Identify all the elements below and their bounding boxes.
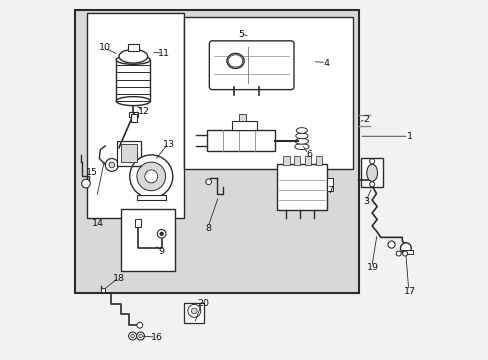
- Circle shape: [128, 332, 136, 340]
- Bar: [121, 209, 175, 271]
- Bar: [137, 195, 165, 200]
- Bar: [402, 250, 412, 253]
- Bar: [276, 164, 326, 211]
- Text: 17: 17: [403, 287, 415, 296]
- Circle shape: [144, 170, 158, 183]
- Text: 2: 2: [363, 114, 368, 123]
- Circle shape: [157, 229, 165, 238]
- Bar: [87, 13, 184, 218]
- Text: 20: 20: [197, 299, 209, 308]
- Text: 4: 4: [324, 59, 329, 68]
- Ellipse shape: [116, 55, 150, 64]
- Ellipse shape: [366, 164, 377, 181]
- Bar: [121, 144, 137, 162]
- FancyBboxPatch shape: [209, 41, 293, 90]
- Text: 9: 9: [158, 247, 164, 256]
- Circle shape: [129, 155, 172, 198]
- Text: 15: 15: [86, 168, 98, 177]
- Text: 16: 16: [150, 333, 163, 342]
- Text: 19: 19: [366, 264, 378, 273]
- Ellipse shape: [119, 49, 147, 63]
- Bar: [184, 17, 352, 169]
- Text: 13: 13: [163, 140, 175, 149]
- Circle shape: [160, 232, 163, 235]
- Circle shape: [81, 179, 90, 188]
- Text: 7: 7: [327, 186, 333, 195]
- Circle shape: [191, 308, 197, 314]
- Bar: [135, 219, 140, 226]
- Circle shape: [109, 162, 115, 168]
- Circle shape: [105, 158, 118, 171]
- Bar: [315, 156, 321, 165]
- Circle shape: [369, 159, 374, 164]
- Bar: [206, 130, 274, 151]
- Circle shape: [139, 334, 142, 338]
- Bar: [184, 303, 204, 323]
- Text: 1: 1: [406, 132, 411, 141]
- Ellipse shape: [295, 138, 308, 144]
- Text: 3: 3: [363, 197, 369, 206]
- Ellipse shape: [295, 133, 307, 139]
- Circle shape: [137, 162, 165, 191]
- Circle shape: [137, 322, 142, 328]
- Bar: [101, 288, 105, 292]
- Circle shape: [395, 251, 400, 256]
- Ellipse shape: [296, 128, 307, 134]
- Ellipse shape: [294, 144, 308, 149]
- Circle shape: [205, 179, 211, 185]
- Circle shape: [400, 243, 410, 253]
- Text: 12: 12: [138, 107, 150, 116]
- Text: 5: 5: [238, 30, 244, 39]
- Circle shape: [187, 305, 201, 318]
- Bar: [326, 178, 333, 191]
- Bar: [361, 158, 382, 187]
- Text: 10: 10: [99, 43, 110, 52]
- Bar: [117, 140, 140, 166]
- Bar: [131, 114, 137, 122]
- Text: 11: 11: [158, 49, 169, 58]
- Ellipse shape: [228, 55, 242, 67]
- Ellipse shape: [226, 53, 244, 68]
- Bar: [75, 10, 358, 293]
- Text: 8: 8: [205, 224, 211, 233]
- Bar: [239, 114, 246, 121]
- Circle shape: [402, 251, 407, 256]
- Bar: [127, 44, 139, 51]
- Bar: [304, 156, 310, 165]
- Bar: [231, 121, 257, 130]
- Bar: [293, 156, 300, 165]
- Circle shape: [136, 332, 144, 340]
- Text: 18: 18: [113, 274, 125, 283]
- Bar: [129, 112, 137, 117]
- Circle shape: [369, 182, 374, 187]
- Text: 6: 6: [305, 150, 311, 159]
- Circle shape: [131, 334, 134, 338]
- Ellipse shape: [116, 96, 150, 105]
- Bar: [283, 156, 289, 165]
- Circle shape: [387, 241, 394, 248]
- Text: 14: 14: [91, 219, 103, 228]
